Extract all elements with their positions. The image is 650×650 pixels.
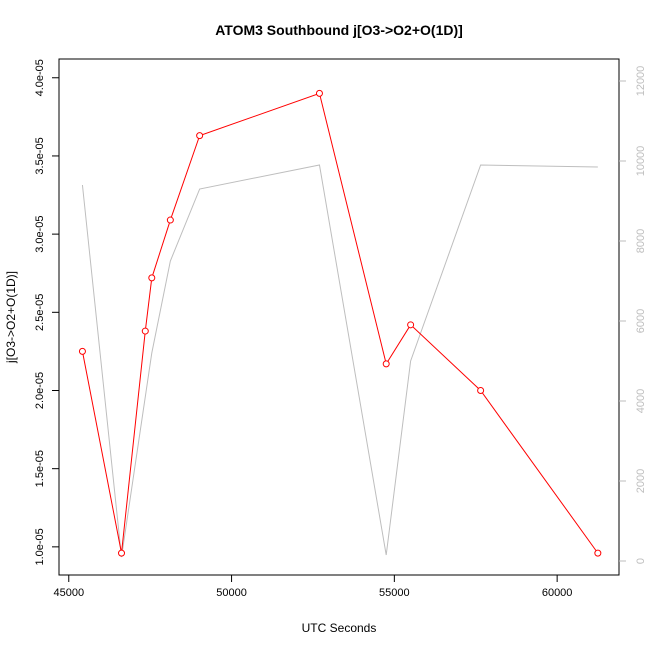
- y2-tick-label: 10000: [635, 146, 647, 177]
- data-point: [196, 132, 204, 140]
- y-tick-label: 2.0e-05: [34, 372, 46, 409]
- x-tick-label: 55000: [379, 587, 410, 599]
- plot-frame: [58, 58, 620, 576]
- y-tick-label: 1.0e-05: [34, 528, 46, 565]
- y2-tick-label: 4000: [635, 389, 647, 413]
- y2-tick-label: 2000: [635, 469, 647, 493]
- data-point: [382, 360, 390, 368]
- y-tick-label: 2.5e-05: [34, 294, 46, 331]
- data-point: [166, 216, 174, 224]
- x-axis: 45000 50000 55000 60000: [53, 575, 572, 599]
- data-point: [477, 386, 485, 394]
- y-tick-label: 1.5e-05: [34, 450, 46, 487]
- y2-tick-label: 6000: [635, 309, 647, 333]
- y2-tick-label: 8000: [635, 229, 647, 253]
- y-axis: 1.0e-05 1.5e-05 2.0e-05 2.5e-05 3.0e-05 3.5e-…: [34, 59, 59, 566]
- photolysis-line: [81, 92, 599, 554]
- series-layer: [78, 89, 602, 558]
- y2-tick-label: 12000: [635, 66, 647, 97]
- y-tick-label: 3.0e-05: [34, 215, 46, 252]
- y-tick-label: 4.0e-05: [34, 59, 46, 96]
- y-tick-label: 3.5e-05: [34, 137, 46, 174]
- y2-axis: 0 2000 4000 6000 8000 10000 12000: [619, 66, 647, 564]
- data-point: [594, 549, 602, 557]
- data-point: [78, 347, 86, 355]
- x-tick-label: 50000: [216, 587, 247, 599]
- data-point: [407, 321, 415, 329]
- x-tick-label: 45000: [53, 587, 84, 599]
- x-tick-label: 60000: [542, 587, 573, 599]
- chart-title: ATOM3 Southbound j[O3->O2+O(1D)]: [215, 22, 463, 38]
- data-point: [148, 274, 156, 282]
- data-point: [315, 89, 323, 97]
- x-axis-label: UTC Seconds: [302, 621, 377, 635]
- y-axis-label: j[O3->O2+O(1D)]: [4, 271, 18, 364]
- data-point: [141, 327, 149, 335]
- data-point: [118, 549, 126, 557]
- altitude-line: [81, 164, 598, 558]
- y2-tick-label: 0: [635, 558, 647, 564]
